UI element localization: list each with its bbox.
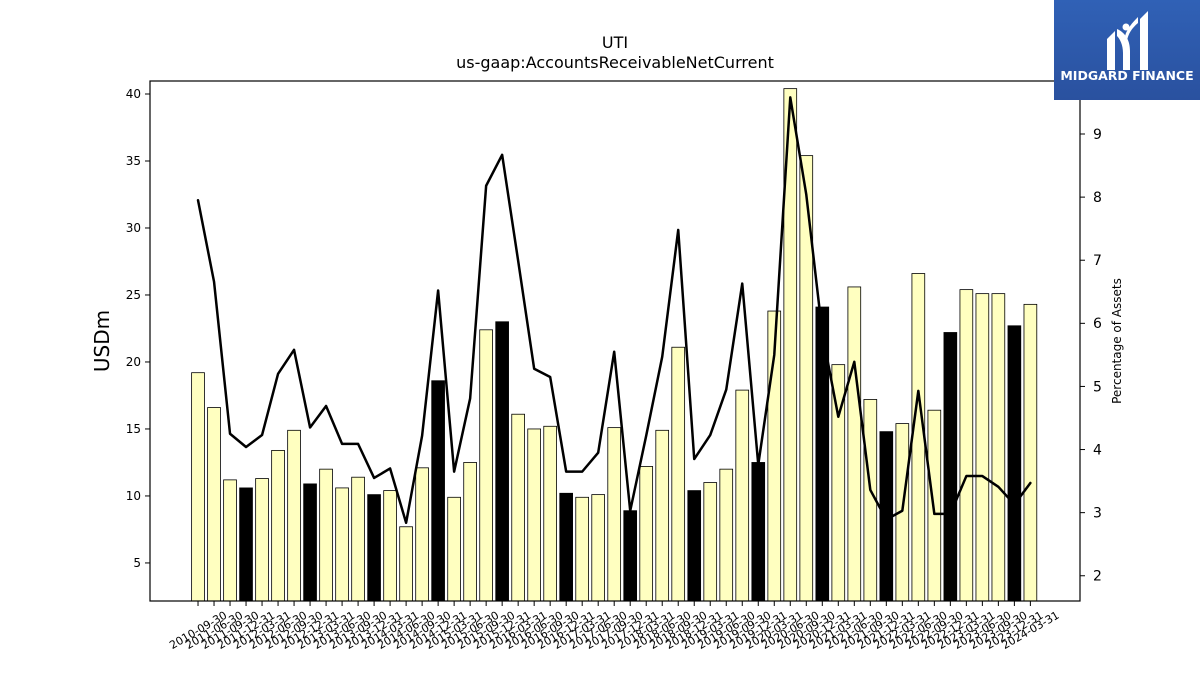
y-tick-label: 35: [126, 154, 141, 168]
bar: [335, 487, 349, 602]
y-axis-label: USDm: [90, 310, 114, 372]
percentage-of-assets-line: [196, 96, 1032, 524]
chart-title: UTI: [602, 33, 628, 52]
y-tick-label: 5: [133, 556, 141, 570]
bar: [527, 428, 541, 602]
bar: [415, 467, 429, 602]
bar: [591, 494, 605, 602]
bar-highlighted: [303, 483, 317, 602]
bar: [255, 478, 269, 602]
bar: [975, 293, 990, 602]
y2-tick-label: 8: [1093, 190, 1102, 206]
bar: [543, 425, 557, 602]
y2-tick-label: 3: [1093, 506, 1102, 522]
y-tick-label: 10: [126, 489, 141, 503]
bar: [287, 429, 301, 602]
left-y-axis: 5 10 15 20 25 30 35 40: [126, 87, 150, 570]
y-tick-label: 40: [126, 87, 141, 101]
bar-highlighted: [495, 321, 509, 602]
y-tick-label: 20: [126, 355, 141, 369]
bar: [847, 286, 862, 602]
y-tick-label: 25: [126, 288, 141, 302]
bar-highlighted: [623, 510, 638, 602]
y2-axis-label: Percentage of Assets: [1110, 278, 1124, 404]
y-tick-label: 15: [126, 422, 141, 436]
y2-tick-label: 7: [1093, 253, 1102, 269]
bar: [319, 468, 333, 602]
bar: [1023, 303, 1038, 602]
bar-highlighted: [367, 494, 381, 602]
bar: [959, 289, 974, 602]
bar: [911, 273, 926, 602]
y2-tick-label: 2: [1093, 569, 1102, 585]
bar: [575, 496, 589, 602]
percentage-line-series: [196, 96, 1032, 524]
plot-frame: [149, 80, 1081, 602]
bar-highlighted: [559, 492, 573, 602]
bar: [655, 429, 670, 602]
bar-highlighted: [687, 490, 702, 602]
bar: [207, 407, 221, 602]
bar-highlighted: [751, 462, 766, 602]
y-tick-label: 30: [126, 221, 141, 235]
y2-tick-label: 5: [1093, 379, 1102, 395]
bar: [479, 329, 493, 602]
bar: [271, 449, 285, 602]
bar-highlighted: [943, 332, 958, 602]
x-axis: 2010-09-302011-06-302011-09-302011-12-31…: [167, 601, 1061, 652]
y2-tick-label: 6: [1093, 316, 1102, 332]
logo-text: MIDGARD FINANCE: [1060, 68, 1194, 83]
bar: [223, 479, 237, 602]
bar-highlighted: [239, 487, 253, 602]
bar: [351, 476, 365, 602]
right-y-axis: 2 3 4 5 6 7 8 9: [1080, 127, 1102, 585]
bar: [703, 482, 718, 602]
bar: [463, 462, 477, 602]
midgard-finance-logo: MIDGARD FINANCE: [1054, 0, 1200, 100]
bar: [447, 496, 461, 602]
bar: [191, 372, 205, 602]
bar: [399, 526, 413, 602]
bar: [383, 490, 397, 602]
bar: [607, 427, 622, 602]
y2-tick-label: 4: [1093, 442, 1102, 458]
bar: [735, 389, 750, 602]
midgard-logo-icon: [1107, 11, 1148, 70]
y2-tick-label: 9: [1093, 127, 1102, 143]
chart-subtitle: us-gaap:AccountsReceivableNetCurrent: [456, 53, 774, 72]
bar: [719, 468, 734, 602]
bar: [991, 293, 1006, 602]
bar-series: [191, 88, 1038, 602]
bar: [639, 466, 654, 602]
bar: [671, 346, 686, 602]
bar: [511, 413, 525, 602]
bar: [799, 155, 814, 602]
bar-highlighted: [431, 380, 445, 602]
bar-highlighted: [1007, 325, 1022, 602]
